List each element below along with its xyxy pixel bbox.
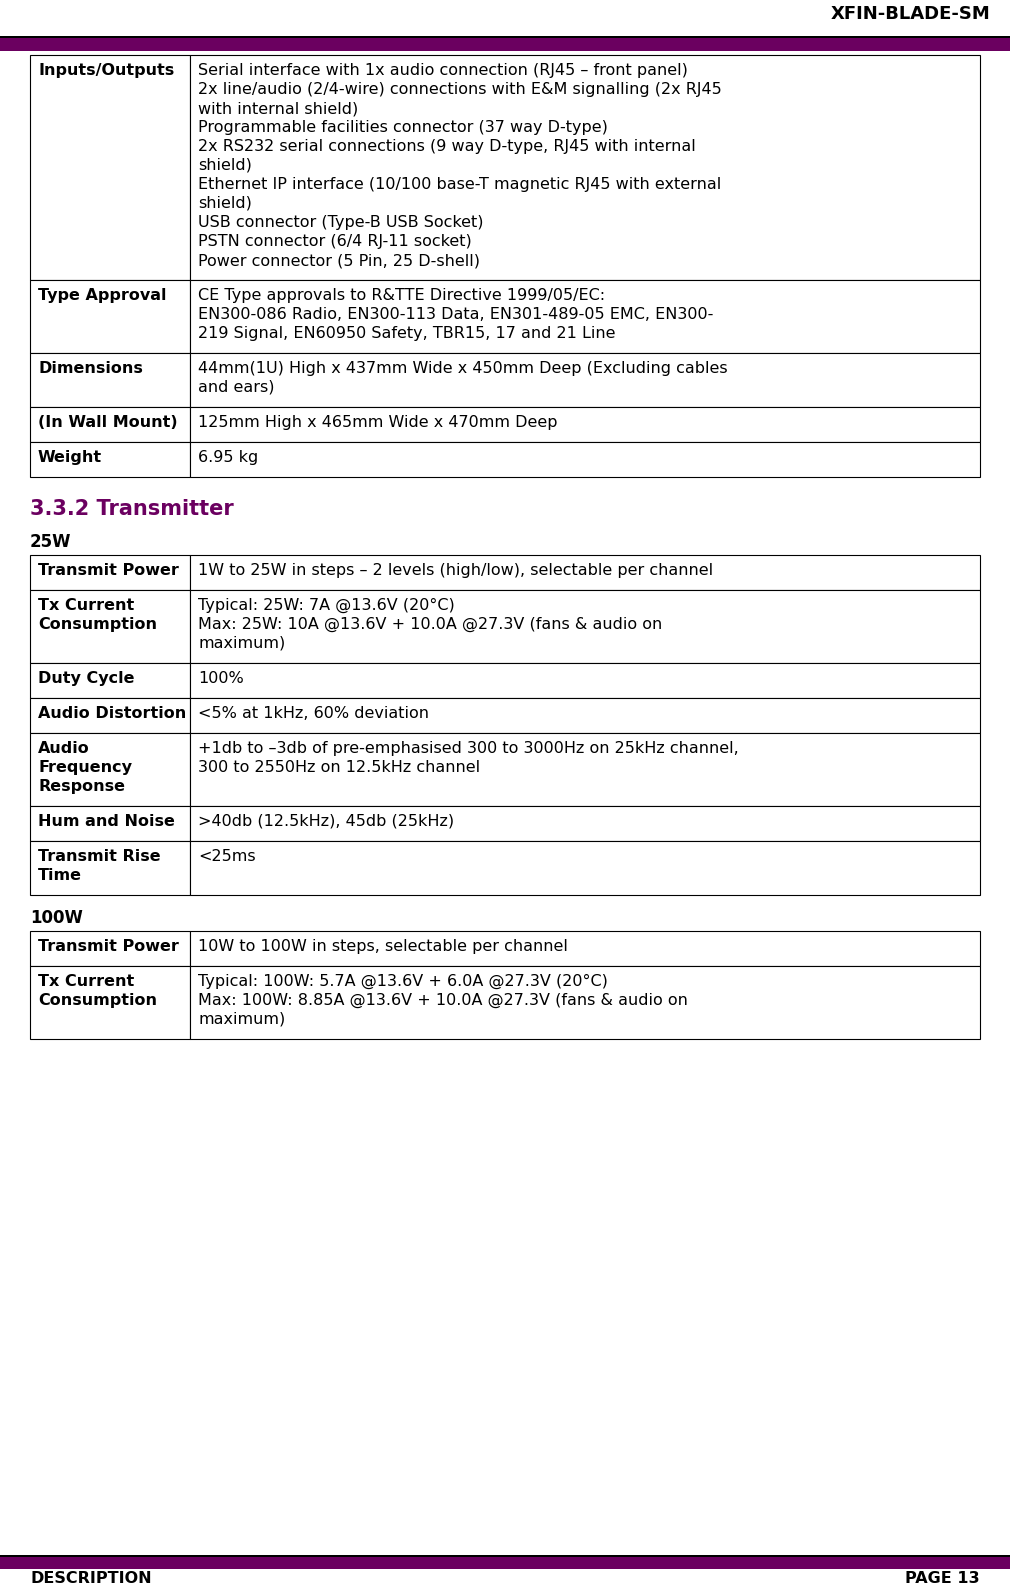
Bar [190, 280, 980, 354]
Text: Transmit Power: Transmit Power [38, 938, 179, 954]
Bar [190, 841, 980, 895]
Text: Ethernet IP interface (10/100 base-T magnetic RJ45 with external: Ethernet IP interface (10/100 base-T mag… [198, 177, 721, 193]
Text: Dimensions: Dimensions [38, 362, 142, 376]
Bar [0, 1556, 1010, 1569]
Bar [30, 589, 190, 663]
Text: Tx Current: Tx Current [38, 973, 134, 989]
Text: DESCRIPTION: DESCRIPTION [30, 1571, 152, 1587]
Text: 219 Signal, EN60950 Safety, TBR15, 17 and 21 Line: 219 Signal, EN60950 Safety, TBR15, 17 an… [198, 327, 615, 341]
Text: maximum): maximum) [198, 636, 285, 652]
Bar [190, 698, 980, 733]
Text: 44mm(1U) High x 437mm Wide x 450mm Deep (Excluding cables: 44mm(1U) High x 437mm Wide x 450mm Deep … [198, 362, 727, 376]
Text: PAGE 13: PAGE 13 [905, 1571, 980, 1587]
Text: Consumption: Consumption [38, 992, 157, 1008]
Bar [30, 280, 190, 354]
Bar [190, 965, 980, 1039]
Text: Transmit Rise: Transmit Rise [38, 849, 161, 863]
Text: <25ms: <25ms [198, 849, 256, 863]
Bar [190, 354, 980, 406]
Text: Response: Response [38, 779, 125, 793]
Bar [0, 38, 1010, 51]
Text: +1db to –3db of pre-emphasised 300 to 3000Hz on 25kHz channel,: +1db to –3db of pre-emphasised 300 to 30… [198, 741, 738, 757]
Text: Tx Current: Tx Current [38, 597, 134, 613]
Text: 1W to 25W in steps – 2 levels (high/low), selectable per channel: 1W to 25W in steps – 2 levels (high/low)… [198, 562, 713, 578]
Text: (In Wall Mount): (In Wall Mount) [38, 416, 178, 430]
Text: Hum and Noise: Hum and Noise [38, 814, 175, 828]
Text: Max: 100W: 8.85A @13.6V + 10.0A @27.3V (fans & audio on: Max: 100W: 8.85A @13.6V + 10.0A @27.3V (… [198, 992, 688, 1008]
Text: Programmable facilities connector (37 way D-type): Programmable facilities connector (37 wa… [198, 119, 608, 135]
Text: Typical: 25W: 7A @13.6V (20°C): Typical: 25W: 7A @13.6V (20°C) [198, 597, 454, 613]
Bar [190, 56, 980, 280]
Bar [30, 806, 190, 841]
Bar [30, 56, 190, 280]
Text: Consumption: Consumption [38, 616, 157, 632]
Text: 100%: 100% [198, 671, 243, 687]
Text: shield): shield) [198, 196, 251, 210]
Text: Power connector (5 Pin, 25 D-shell): Power connector (5 Pin, 25 D-shell) [198, 253, 480, 268]
Text: XFIN-BLADE-SM: XFIN-BLADE-SM [830, 5, 990, 22]
Text: with internal shield): with internal shield) [198, 100, 359, 116]
Bar [30, 930, 190, 965]
Text: Time: Time [38, 868, 82, 883]
Text: 25W: 25W [30, 534, 72, 551]
Text: EN300-086 Radio, EN300-113 Data, EN301-489-05 EMC, EN300-: EN300-086 Radio, EN300-113 Data, EN301-4… [198, 307, 713, 322]
Bar [30, 965, 190, 1039]
Text: shield): shield) [198, 158, 251, 174]
Bar [190, 554, 980, 589]
Text: Audio: Audio [38, 741, 90, 757]
Text: USB connector (Type-B USB Socket): USB connector (Type-B USB Socket) [198, 215, 484, 229]
Text: CE Type approvals to R&TTE Directive 1999/05/EC:: CE Type approvals to R&TTE Directive 199… [198, 288, 605, 303]
Text: Type Approval: Type Approval [38, 288, 167, 303]
Text: and ears): and ears) [198, 381, 275, 395]
Bar [30, 663, 190, 698]
Text: >40db (12.5kHz), 45db (25kHz): >40db (12.5kHz), 45db (25kHz) [198, 814, 454, 828]
Bar [30, 406, 190, 441]
Bar [30, 554, 190, 589]
Text: Serial interface with 1x audio connection (RJ45 – front panel): Serial interface with 1x audio connectio… [198, 64, 688, 78]
Text: 100W: 100W [30, 910, 83, 927]
Text: Weight: Weight [38, 449, 102, 465]
Text: PSTN connector (6/4 RJ-11 socket): PSTN connector (6/4 RJ-11 socket) [198, 234, 472, 249]
Bar [0, 37, 1010, 38]
Bar [30, 733, 190, 806]
Bar [190, 663, 980, 698]
Text: Transmit Power: Transmit Power [38, 562, 179, 578]
Text: <5% at 1kHz, 60% deviation: <5% at 1kHz, 60% deviation [198, 706, 429, 722]
Bar [190, 930, 980, 965]
Bar [0, 1555, 1010, 1556]
Text: 10W to 100W in steps, selectable per channel: 10W to 100W in steps, selectable per cha… [198, 938, 568, 954]
Bar [0, 0, 1010, 35]
Text: 125mm High x 465mm Wide x 470mm Deep: 125mm High x 465mm Wide x 470mm Deep [198, 416, 558, 430]
Text: 300 to 2550Hz on 12.5kHz channel: 300 to 2550Hz on 12.5kHz channel [198, 760, 480, 776]
Text: 2x line/audio (2/4-wire) connections with E&M signalling (2x RJ45: 2x line/audio (2/4-wire) connections wit… [198, 81, 722, 97]
Bar [30, 698, 190, 733]
Text: Frequency: Frequency [38, 760, 132, 776]
Bar [190, 406, 980, 441]
Text: Inputs/Outputs: Inputs/Outputs [38, 64, 175, 78]
Bar [190, 589, 980, 663]
Bar [30, 441, 190, 476]
Bar [190, 806, 980, 841]
Bar [30, 841, 190, 895]
Text: Duty Cycle: Duty Cycle [38, 671, 134, 687]
Text: Max: 25W: 10A @13.6V + 10.0A @27.3V (fans & audio on: Max: 25W: 10A @13.6V + 10.0A @27.3V (fan… [198, 616, 663, 632]
Text: Typical: 100W: 5.7A @13.6V + 6.0A @27.3V (20°C): Typical: 100W: 5.7A @13.6V + 6.0A @27.3V… [198, 973, 608, 989]
Bar [30, 354, 190, 406]
Text: Audio Distortion: Audio Distortion [38, 706, 186, 722]
Bar [190, 733, 980, 806]
Bar [190, 441, 980, 476]
Text: 3.3.2 Transmitter: 3.3.2 Transmitter [30, 499, 233, 519]
Text: 6.95 kg: 6.95 kg [198, 449, 259, 465]
Text: 2x RS232 serial connections (9 way D-type, RJ45 with internal: 2x RS232 serial connections (9 way D-typ… [198, 139, 696, 155]
Text: maximum): maximum) [198, 1012, 285, 1027]
